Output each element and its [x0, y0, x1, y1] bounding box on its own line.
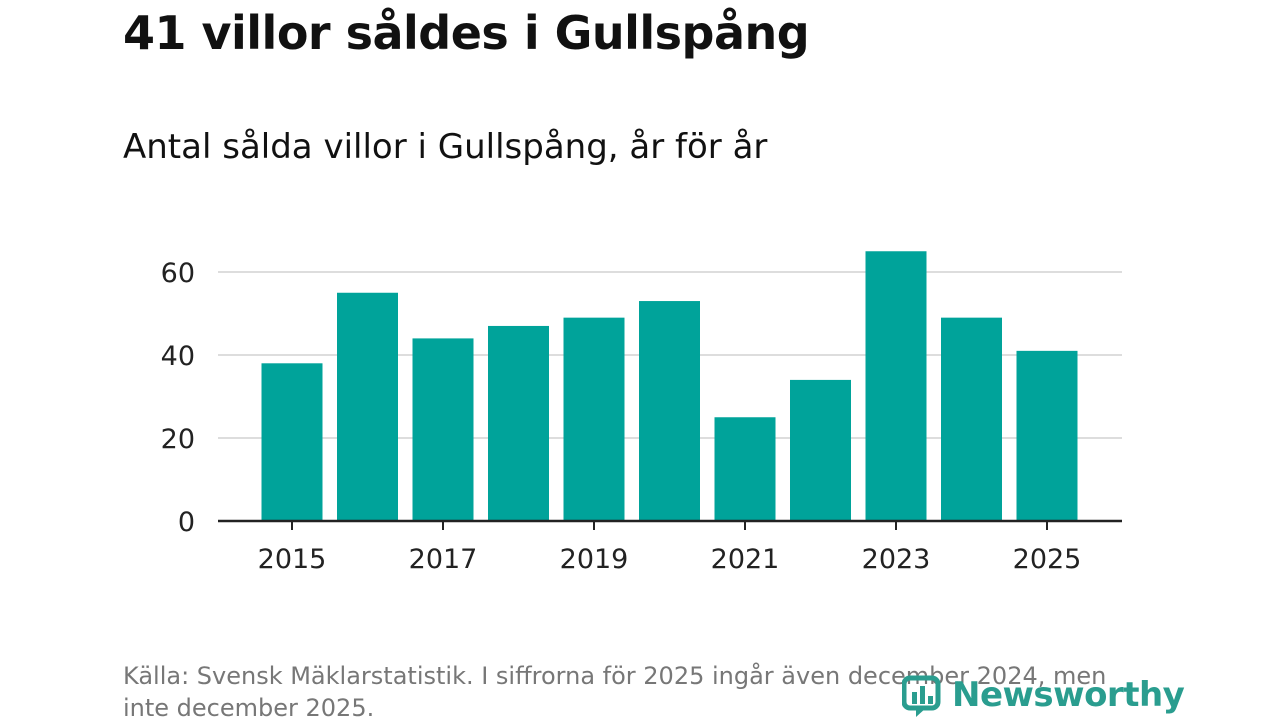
bar-chart: 2015 2017 2019 2021 2023 2025 0 20 40 60	[161, 251, 1122, 575]
x-tick-label: 2015	[258, 544, 327, 575]
x-ticks: 2015 2017 2019 2021 2023 2025	[258, 521, 1082, 575]
bar-2020	[639, 301, 700, 521]
bar-2021	[714, 417, 776, 521]
bar-2022	[790, 379, 851, 521]
bar-2025	[1016, 350, 1078, 521]
logo-text: Newsworthy	[952, 675, 1185, 715]
bar-2017	[412, 338, 474, 521]
x-tick-label: 2021	[711, 544, 780, 575]
x-tick-label: 2019	[560, 544, 629, 575]
bar-2024	[941, 317, 1002, 521]
x-tick-label: 2023	[862, 544, 931, 575]
bar-2018	[488, 325, 549, 521]
newsworthy-logo: Newsworthy	[902, 670, 1185, 720]
x-tick-label: 2017	[409, 544, 478, 575]
y-tick-label: 60	[161, 258, 195, 289]
y-tick-label: 0	[178, 507, 195, 538]
bar-2023	[865, 251, 927, 521]
y-tick-label: 40	[161, 341, 195, 372]
bar-2019	[563, 317, 625, 521]
y-ticks: 0 20 40 60	[161, 258, 195, 538]
chart-title: 41 villor såldes i Gullspång	[123, 6, 810, 60]
y-tick-label: 20	[161, 424, 195, 455]
bar-2015	[261, 363, 323, 521]
bar-chart-logo-icon	[902, 675, 941, 717]
x-tick-label: 2025	[1013, 544, 1082, 575]
bars	[261, 251, 1078, 521]
bar-2016	[337, 292, 398, 521]
source-note: Källa: Svensk Mäklarstatistik. I siffror…	[123, 662, 1107, 722]
chart-subtitle: Antal sålda villor i Gullspång, år för å…	[123, 127, 768, 167]
